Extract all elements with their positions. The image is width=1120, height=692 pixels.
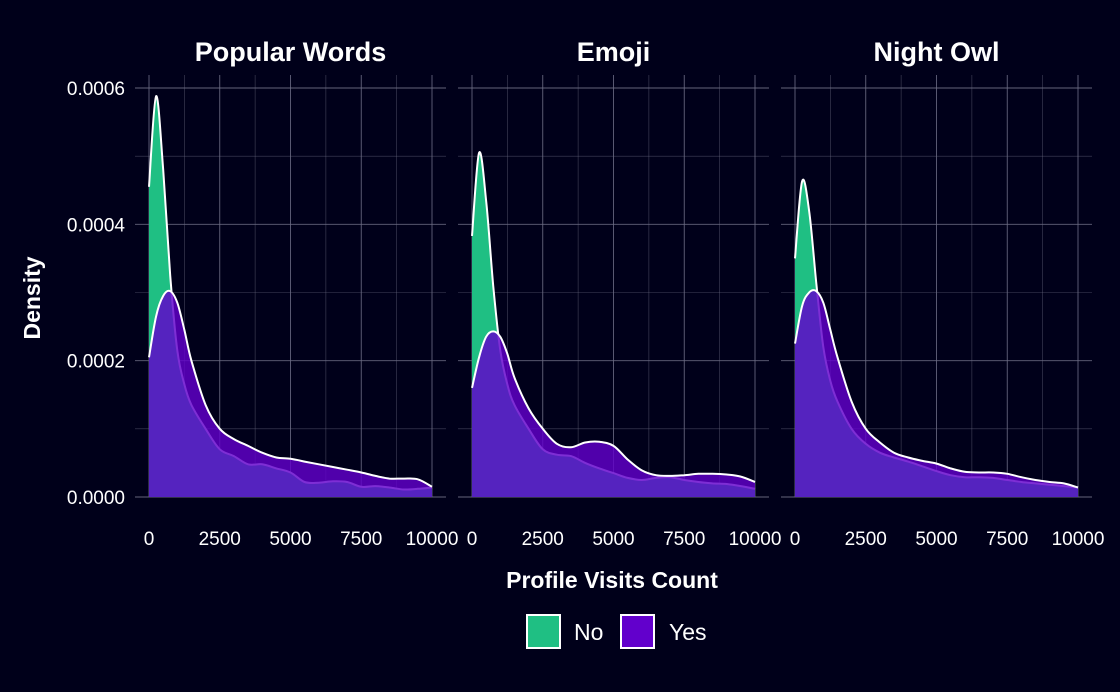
- density-area-yes: [472, 331, 755, 497]
- x-tick-label: 7500: [986, 529, 1028, 550]
- legend-label-no: No: [574, 619, 603, 645]
- y-tick-label: 0.0002: [67, 352, 125, 373]
- y-axis-title: Density: [19, 256, 45, 339]
- legend-swatch-yes: [620, 614, 655, 649]
- density-outline-yes: [471, 330, 756, 483]
- x-tick-label: 0: [790, 529, 801, 550]
- x-tick-label: 5000: [915, 529, 957, 550]
- x-tick-label: 5000: [592, 529, 634, 550]
- x-tick-label: 2500: [522, 529, 564, 550]
- legend: No Yes: [526, 614, 707, 649]
- y-tick-label: 0.0004: [67, 215, 126, 236]
- facet-title: Emoji: [577, 37, 651, 67]
- x-tick-label: 2500: [199, 529, 241, 550]
- legend-swatch-no: [526, 614, 561, 649]
- facet-title: Popular Words: [195, 37, 387, 67]
- y-tick-label: 0.0006: [67, 79, 125, 100]
- x-tick-label: 0: [144, 529, 155, 550]
- x-tick-label: 7500: [663, 529, 705, 550]
- x-axis-title: Profile Visits Count: [506, 567, 718, 593]
- x-tick-label: 10000: [406, 529, 459, 550]
- density-outline-yes: [794, 289, 1079, 489]
- x-tick-label: 10000: [1052, 529, 1105, 550]
- x-tick-label: 0: [467, 529, 478, 550]
- x-tick-label: 2500: [845, 529, 887, 550]
- facet-title: Night Owl: [874, 37, 1000, 67]
- facet-panel-1: Emoji 0 2500 5000 7500 10000: [458, 37, 781, 550]
- density-outline-yes: [148, 289, 433, 488]
- density-area-yes: [149, 290, 432, 497]
- facet-panel-0: Popular Words 0 2500 5000 7500 10000: [135, 37, 458, 550]
- panels-layer: Popular Words 0 2500 5000 7500 10000 Emoji 0 250…: [67, 37, 1105, 550]
- x-tick-label: 7500: [340, 529, 382, 550]
- x-tick-label: 10000: [729, 529, 782, 550]
- facet-panel-2: Night Owl 0 2500 5000 7500 10000: [781, 37, 1104, 550]
- legend-label-yes: Yes: [669, 619, 707, 645]
- y-tick-label: 0.0000: [67, 488, 125, 509]
- density-area-yes: [795, 290, 1078, 497]
- x-tick-label: 5000: [269, 529, 311, 550]
